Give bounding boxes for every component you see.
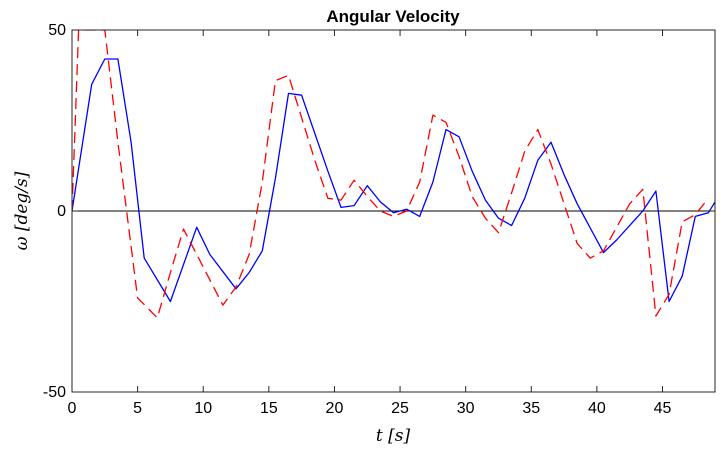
x-tick-label: 15 bbox=[260, 400, 278, 417]
x-tick-label: 25 bbox=[391, 400, 409, 417]
x-tick-label: 35 bbox=[522, 400, 540, 417]
y-axis-label: ω [deg/s] bbox=[12, 171, 32, 250]
solid-blue-series-line bbox=[72, 58, 715, 303]
x-axis-label: t [s] bbox=[376, 426, 411, 446]
y-tick-label: 50 bbox=[48, 22, 66, 39]
x-tick-label: 10 bbox=[194, 400, 212, 417]
data-layer bbox=[72, 30, 715, 319]
x-tick-label: 20 bbox=[326, 400, 344, 417]
x-tick-label: 0 bbox=[68, 400, 77, 417]
chart-title: Angular Velocity bbox=[326, 7, 460, 26]
dashed-red-series-line bbox=[72, 30, 709, 319]
y-tick-label: -50 bbox=[43, 384, 66, 401]
x-tick-label: 5 bbox=[133, 400, 142, 417]
x-tick-label: 45 bbox=[654, 400, 672, 417]
y-tick-label: 0 bbox=[57, 203, 66, 220]
x-tick-label: 30 bbox=[457, 400, 475, 417]
x-tick-label: 40 bbox=[588, 400, 606, 417]
